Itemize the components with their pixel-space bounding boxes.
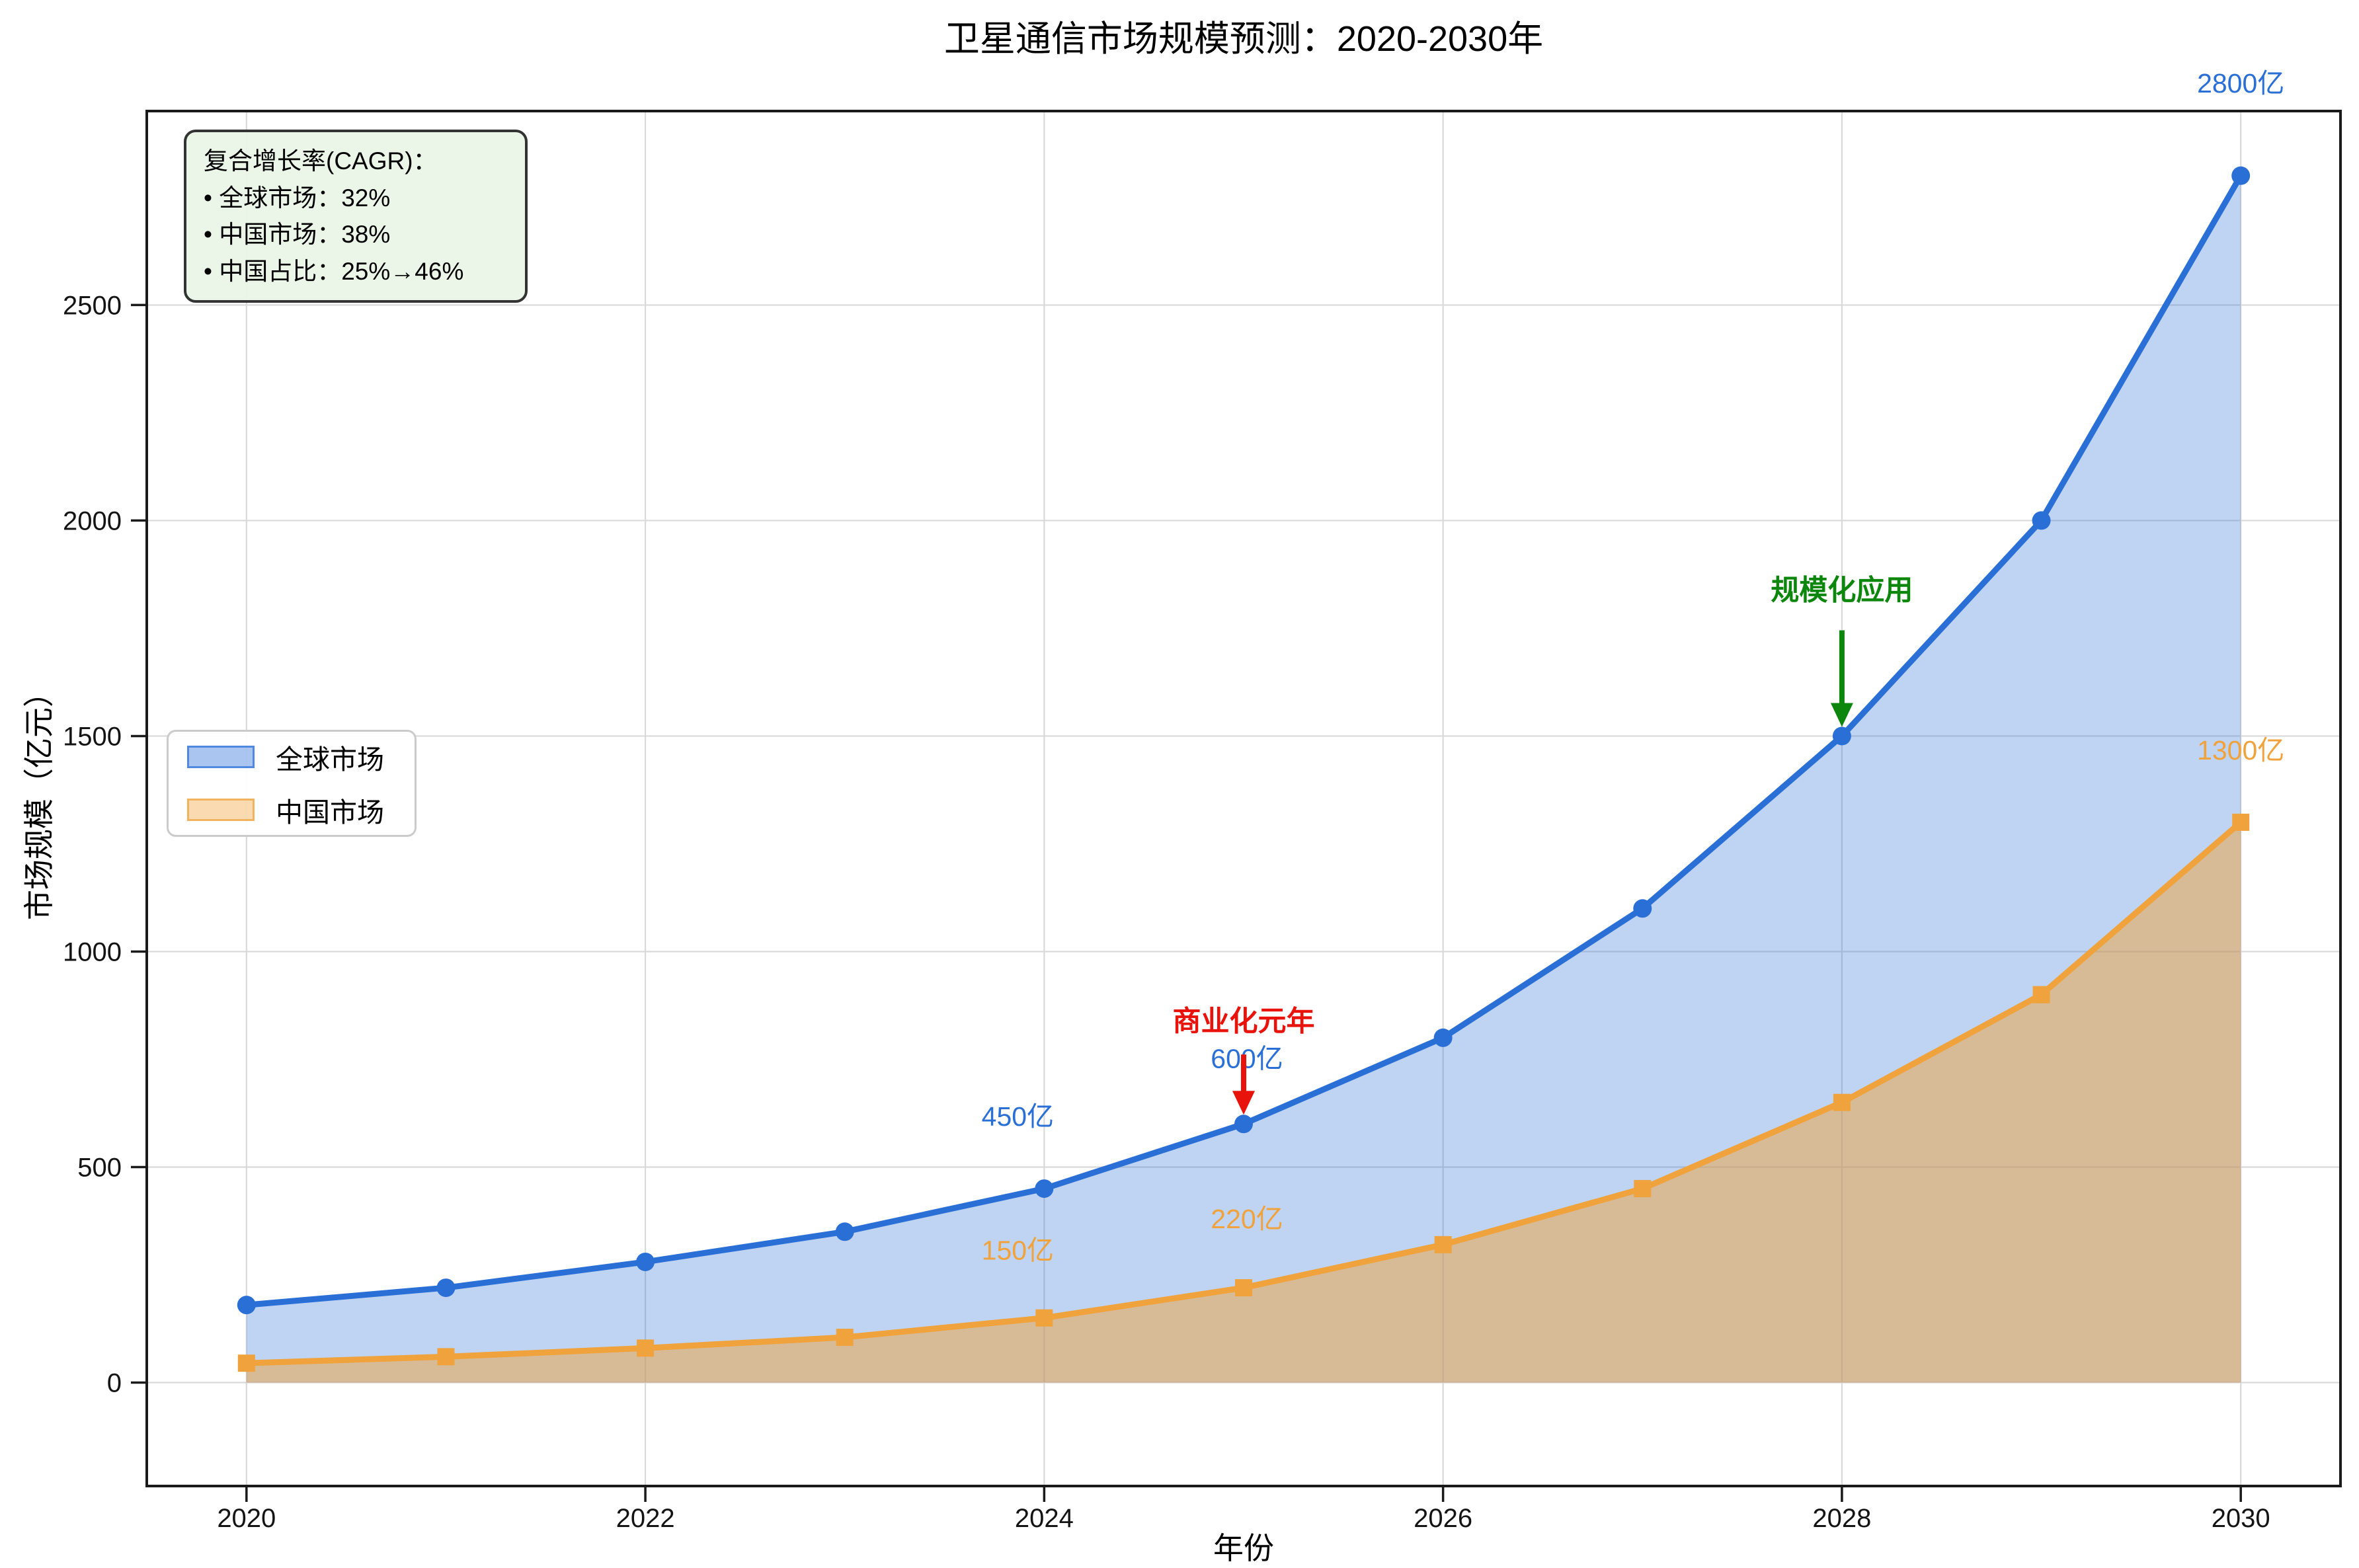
china-marker-2028 (1833, 1093, 1851, 1111)
xtick-label-2026: 2026 (1414, 1504, 1472, 1533)
china-value-label-2025: 220亿 (1211, 1204, 1283, 1234)
global-value-label-2024: 450亿 (982, 1101, 1054, 1132)
cagr-line-global: • 全球市场：32% (204, 184, 391, 212)
global-value-label-2025: 600亿 (1211, 1043, 1283, 1074)
china-legend-swatch-icon (187, 799, 255, 821)
legend-item-china: 中国市场 (187, 790, 415, 830)
xtick-label-2024: 2024 (1015, 1504, 1074, 1533)
global-marker-2022 (636, 1252, 655, 1271)
annotation-arrow-head-0 (1232, 1091, 1255, 1115)
global-area-fill (246, 175, 2241, 1383)
ytick-label-500: 500 (77, 1153, 122, 1182)
legend: 全球市场 中国市场 (167, 730, 417, 837)
china-marker-2029 (2032, 986, 2050, 1003)
china-marker-2026 (1434, 1235, 1452, 1253)
global-marker-2020 (237, 1296, 256, 1315)
ytick-label-0: 0 (107, 1369, 122, 1398)
china-value-label-2030: 1300亿 (2197, 735, 2284, 765)
ytick-label-1000: 1000 (63, 937, 122, 966)
ytick-label-2000: 2000 (63, 506, 122, 535)
xtick-label-2020: 2020 (217, 1504, 276, 1533)
china-marker-2027 (1634, 1180, 1652, 1198)
global-marker-2021 (436, 1278, 456, 1298)
ytick-label-2500: 2500 (63, 291, 122, 320)
global-marker-2025 (1234, 1115, 1253, 1134)
china-marker-2020 (237, 1354, 255, 1372)
legend-label-global: 全球市场 (276, 744, 384, 775)
xtick-label-2030: 2030 (2212, 1504, 2270, 1533)
global-marker-2028 (1832, 726, 1851, 746)
cagr-info-box: 复合增长率(CAGR)： • 全球市场：32% • 中国市场：38% • 中国占… (184, 130, 528, 303)
y-axis-label: 市场规模（亿元） (22, 677, 56, 920)
global-legend-swatch-icon (187, 746, 255, 768)
global-marker-2029 (2032, 511, 2051, 530)
global-marker-2030 (2231, 166, 2251, 185)
cagr-line-share: • 中国占比：25%→46% (204, 257, 464, 285)
china-marker-2025 (1235, 1279, 1252, 1297)
global-marker-2023 (835, 1222, 854, 1241)
china-value-label-2024: 150亿 (982, 1235, 1054, 1266)
x-axis-label: 年份 (1213, 1531, 1274, 1565)
china-marker-2021 (437, 1348, 455, 1366)
xtick-label-2022: 2022 (616, 1504, 675, 1533)
china-area-fill (246, 822, 2241, 1383)
global-marker-2026 (1433, 1028, 1453, 1047)
global-marker-2027 (1633, 899, 1652, 918)
legend-label-china: 中国市场 (276, 797, 384, 828)
chart-title: 卫星通信市场规模预测：2020-2030年 (943, 19, 1544, 59)
xtick-label-2028: 2028 (1812, 1504, 1871, 1533)
annotation-text-0: 商业化元年 (1173, 1005, 1315, 1037)
cagr-line-china: • 中国市场：38% (204, 221, 391, 248)
china-marker-2022 (637, 1339, 655, 1357)
legend-item-global: 全球市场 (187, 737, 415, 777)
ytick-label-1500: 1500 (63, 722, 122, 751)
annotation-text-1: 规模化应用 (1771, 574, 1913, 606)
china-marker-2023 (836, 1329, 854, 1347)
global-value-label-2030: 2800亿 (2197, 68, 2284, 98)
cagr-line-title: 复合增长率(CAGR)： (204, 147, 438, 175)
china-marker-2024 (1035, 1309, 1053, 1327)
plot-border (145, 110, 2342, 1487)
china-marker-2030 (2232, 813, 2250, 831)
annotation-arrow-head-1 (1830, 703, 1853, 727)
global-marker-2024 (1035, 1179, 1054, 1198)
